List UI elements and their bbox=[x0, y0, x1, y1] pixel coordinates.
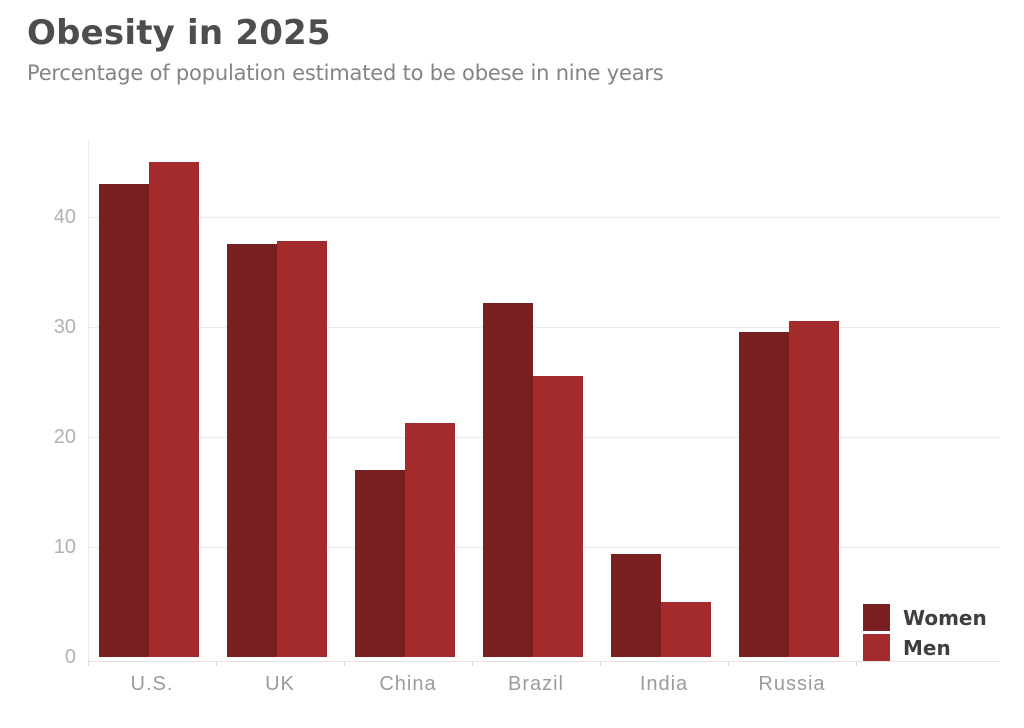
chart-title: Obesity in 2025 bbox=[27, 13, 331, 53]
y-axis-label-30: 30 bbox=[53, 316, 76, 338]
bar-russia-men bbox=[789, 321, 839, 657]
y-axis-label-20: 20 bbox=[53, 426, 76, 448]
chart-subtitle: Percentage of population estimated to be… bbox=[27, 61, 664, 85]
legend-label-men: Men bbox=[903, 635, 951, 660]
legend-label-women: Women bbox=[903, 605, 987, 630]
x-axis-tick bbox=[472, 661, 473, 666]
legend-item-men: Men bbox=[863, 634, 987, 661]
bar-brazil-women bbox=[483, 303, 533, 657]
x-axis-label-russia: Russia bbox=[758, 673, 826, 695]
bar-china-women bbox=[355, 470, 405, 657]
gridline-30 bbox=[88, 327, 1000, 328]
x-axis-tick bbox=[600, 661, 601, 666]
x-axis-label-brazil: Brazil bbox=[507, 673, 564, 695]
bar-uk-women bbox=[227, 244, 277, 657]
x-axis-tick bbox=[728, 661, 729, 666]
legend-swatch-men bbox=[863, 634, 890, 661]
legend-item-women: Women bbox=[863, 604, 987, 631]
legend: Women Men bbox=[863, 604, 987, 664]
x-axis-label-us: U.S. bbox=[130, 673, 174, 695]
y-axis-label-0: 0 bbox=[64, 646, 76, 668]
bar-china-men bbox=[405, 423, 455, 657]
bar-russia-women bbox=[739, 332, 789, 657]
y-axis-label-10: 10 bbox=[53, 536, 76, 558]
y-axis-label-40: 40 bbox=[53, 206, 76, 228]
x-axis-tick bbox=[88, 661, 89, 666]
x-axis-label-china: China bbox=[379, 673, 437, 695]
bar-us-women bbox=[99, 184, 149, 657]
x-axis-label-india: India bbox=[639, 673, 689, 695]
bar-uk-men bbox=[277, 241, 327, 657]
x-axis-line bbox=[88, 661, 1000, 662]
x-axis-tick bbox=[216, 661, 217, 666]
y-axis-line bbox=[88, 140, 89, 661]
bar-india-men bbox=[661, 602, 711, 657]
bar-brazil-men bbox=[533, 376, 583, 657]
x-axis-label-uk: UK bbox=[265, 673, 295, 695]
x-axis-tick bbox=[856, 661, 857, 666]
x-axis-tick bbox=[344, 661, 345, 666]
gridline-40 bbox=[88, 217, 1000, 218]
legend-swatch-women bbox=[863, 604, 890, 631]
bar-us-men bbox=[149, 162, 199, 657]
bar-india-women bbox=[611, 554, 661, 657]
